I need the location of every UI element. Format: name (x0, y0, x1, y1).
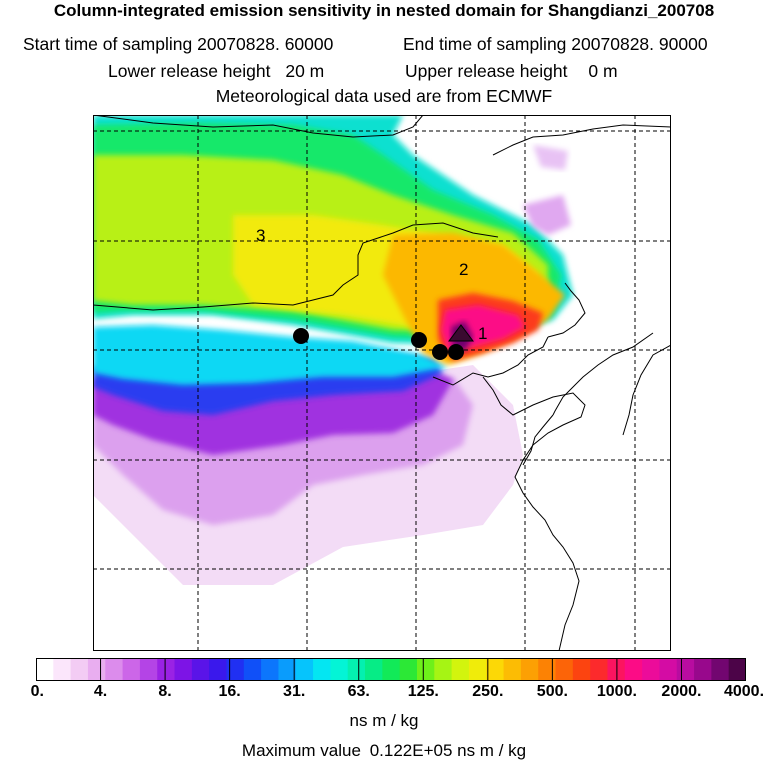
colorbar-cell (330, 658, 349, 681)
colorbar-tick-label: 500. (536, 683, 568, 700)
colorbar-units: ns m / kg (349, 711, 419, 730)
colorbar-cell (157, 658, 176, 681)
colorbar-tick-label: 63. (347, 683, 370, 700)
colorbar-cell (261, 658, 279, 681)
colorbar-tick-label: 16. (218, 683, 241, 700)
end-time-label: End time of sampling (403, 34, 567, 54)
start-time: Start time of sampling 20070828. 60000 (23, 34, 333, 55)
colorbar-cell (87, 658, 106, 681)
upper-release-value: 0 m (588, 61, 618, 81)
colorbar (36, 658, 746, 681)
colorbar-cell (416, 658, 435, 681)
coast-shandong (482, 376, 586, 651)
colorbar-cell (607, 658, 626, 681)
colorbar-cell (486, 658, 505, 681)
colorbar-tick-label: 0. (30, 683, 45, 700)
coast-liaodong (547, 282, 586, 338)
border-central (93, 222, 499, 311)
colorbar-cell (243, 658, 262, 681)
colorbar-tick-label: 4000. (723, 683, 765, 700)
end-time: End time of sampling 20070828. 90000 (403, 34, 708, 55)
colorbar-cell (209, 658, 227, 681)
colorbar-tick-label: 31. (283, 683, 306, 700)
start-time-label: Start time of sampling (23, 34, 193, 54)
colorbar-cell (295, 658, 314, 681)
colorbar-cell (711, 658, 730, 681)
colorbar-tick-label: 2000. (661, 683, 702, 700)
colorbar-cell (313, 658, 331, 681)
colorbar-cell (191, 658, 210, 681)
upper-release-height: Upper release height 0 m (405, 61, 618, 82)
colorbar-cell (434, 658, 453, 681)
maximum-value-label: Maximum value (241, 741, 361, 760)
colorbar-cell (451, 658, 470, 681)
colorbar-cell (659, 658, 678, 681)
colorbar-cell (105, 658, 124, 681)
emission-sensitivity-map: 1 2 3 (93, 115, 671, 651)
lower-release-height: Lower release height 20 m (108, 61, 324, 82)
colorbar-cell (226, 658, 245, 681)
colorbar-frame (36, 658, 746, 681)
maximum-value-number: 0.122E+05 ns m / kg (369, 741, 527, 760)
border-north (93, 115, 424, 138)
station-dot (411, 332, 427, 348)
cluster-label-2: 2 (459, 260, 468, 279)
lower-release-label: Lower release height (108, 61, 271, 81)
colorbar-tick-label: 1000. (596, 683, 637, 700)
station-dot (293, 328, 309, 344)
colorbar-cell (122, 658, 141, 681)
release-site-triangle (448, 324, 474, 342)
colorbar-cell (174, 658, 193, 681)
colorbar-cell (676, 658, 695, 681)
colorbar-cell (36, 658, 54, 681)
colorbar-cell (347, 658, 366, 681)
colorbar-cell (590, 658, 608, 681)
colorbar-cell (53, 658, 72, 681)
colorbar-cell (278, 658, 297, 681)
colorbar-cell (70, 658, 89, 681)
station-dot (448, 344, 464, 360)
plume-patch-ne (533, 145, 568, 170)
colorbar-cell (642, 658, 660, 681)
colorbar-cell (382, 658, 401, 681)
cluster-label-3: 3 (256, 226, 265, 245)
maximum-value: Maximum value 0.122E+05 ns m / kg (0, 741, 768, 761)
colorbar-cell (139, 658, 158, 681)
plot-title: Column-integrated emission sensitivity i… (53, 1, 715, 20)
colorbar-cell (468, 658, 487, 681)
colorbar-tick-label: 250. (472, 683, 504, 700)
colorbar-cell (572, 658, 591, 681)
start-time-value: 20070828. 60000 (197, 34, 334, 54)
colorbar-tick-label: 8. (158, 683, 172, 700)
colorbar-cell (365, 658, 383, 681)
colorbar-cell (624, 658, 643, 681)
cluster-label-1: 1 (478, 324, 487, 343)
upper-release-label: Upper release height (405, 61, 568, 81)
colorbar-tick-label: 125. (407, 683, 439, 700)
lower-release-value: 20 m (285, 61, 325, 81)
station-dot (432, 344, 448, 360)
end-time-value: 20070828. 90000 (571, 34, 708, 54)
lat-lon-grid (93, 115, 671, 651)
colorbar-cell (538, 658, 557, 681)
colorbar-tick-label: 4. (93, 683, 108, 700)
map-frame (93, 115, 671, 651)
plume-patch-east (523, 195, 571, 235)
coast-korea (622, 344, 671, 436)
colorbar-cell (503, 658, 522, 681)
met-data-note: Meteorological data used are from ECMWF (215, 86, 553, 106)
colorbar-cell (555, 658, 574, 681)
coast-south (522, 414, 554, 466)
border-northeast (492, 124, 671, 156)
colorbar-cell (399, 658, 418, 681)
colorbar-cell (694, 658, 712, 681)
colorbar-cell (520, 658, 539, 681)
plume-cyan (93, 325, 448, 385)
colorbar-cell (728, 658, 746, 681)
